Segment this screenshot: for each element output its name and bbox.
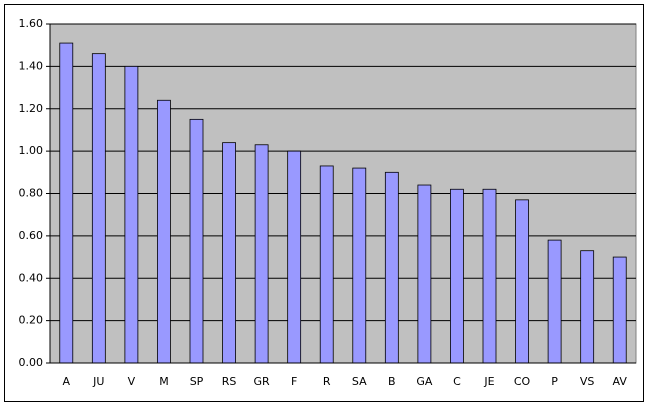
x-tick-label: JU xyxy=(92,375,104,388)
bar xyxy=(254,144,269,364)
y-tick-label: 0.20 xyxy=(19,314,44,327)
x-tick-label: R xyxy=(323,375,331,388)
bar xyxy=(612,256,627,364)
bar xyxy=(384,171,399,364)
bar xyxy=(352,167,367,364)
bar xyxy=(417,184,432,364)
bar xyxy=(124,65,139,364)
bar xyxy=(547,239,562,364)
x-tick-label: C xyxy=(453,375,461,388)
x-tick-label: CO xyxy=(514,375,531,388)
x-tick-label: B xyxy=(388,375,396,388)
x-tick-label: F xyxy=(291,375,297,388)
x-tick-label: V xyxy=(128,375,136,388)
bar xyxy=(157,99,171,364)
y-tick-label: 1.00 xyxy=(19,144,44,157)
bar xyxy=(450,188,464,364)
x-tick-label: VS xyxy=(580,375,595,388)
x-tick-label: A xyxy=(63,375,71,388)
x-tick-label: SA xyxy=(352,375,367,388)
bar xyxy=(482,188,497,364)
y-tick-label: 0.00 xyxy=(19,356,44,369)
x-tick-label: GA xyxy=(416,375,433,388)
bar xyxy=(189,118,204,364)
x-tick-label: AV xyxy=(613,375,628,388)
bar xyxy=(287,150,302,364)
y-tick-label: 0.60 xyxy=(19,229,44,242)
y-tick-label: 0.80 xyxy=(19,187,44,200)
x-tick-label: GR xyxy=(254,375,271,388)
y-tick-label: 1.40 xyxy=(19,59,44,72)
bar xyxy=(319,165,334,364)
y-tick-label: 1.20 xyxy=(19,102,44,115)
x-tick-label: RS xyxy=(222,375,237,388)
bar xyxy=(222,142,236,364)
bar xyxy=(59,42,74,364)
x-tick-label: JE xyxy=(483,375,494,388)
y-tick-label: 1.60 xyxy=(19,17,44,30)
y-tick-label: 0.40 xyxy=(19,271,44,284)
bar xyxy=(91,53,106,364)
x-tick-label: SP xyxy=(190,375,204,388)
bar xyxy=(515,199,529,364)
x-tick-label: P xyxy=(551,375,558,388)
bar xyxy=(580,250,595,364)
x-tick-label: M xyxy=(159,375,169,388)
